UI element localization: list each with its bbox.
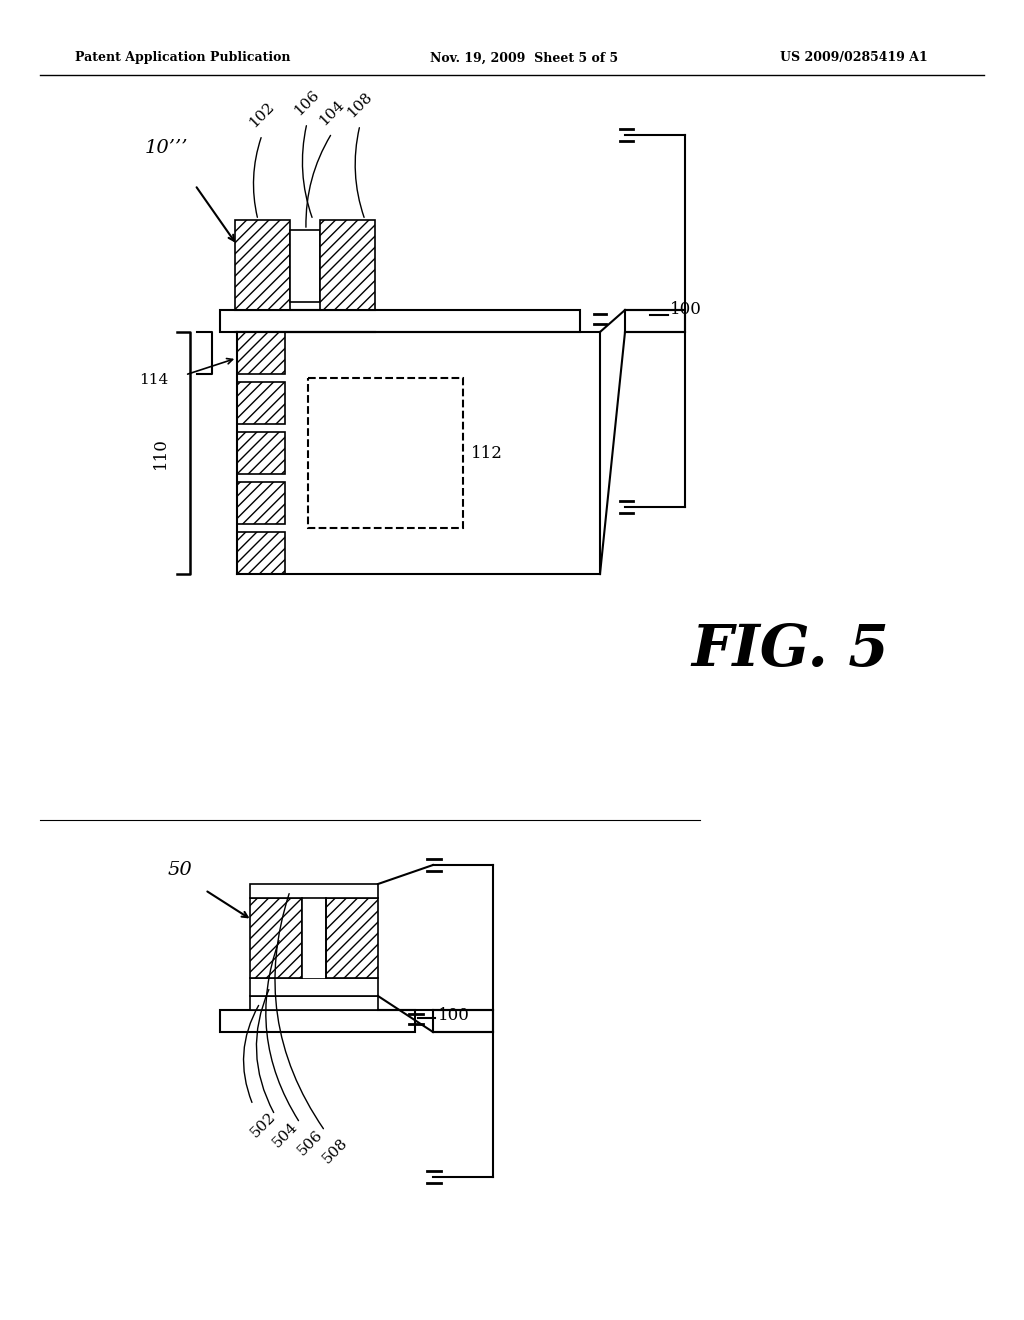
Bar (237, 432, 285, 474)
Bar (290, 230, 319, 302)
Bar (310, 482, 358, 524)
Text: 114: 114 (138, 374, 168, 387)
Text: FIG. 5: FIG. 5 (691, 622, 889, 678)
Bar (234, 220, 290, 310)
Text: 508: 508 (319, 1137, 350, 1167)
Text: US 2009/0285419 A1: US 2009/0285419 A1 (780, 51, 928, 65)
Bar (237, 381, 285, 424)
Text: 100: 100 (438, 1006, 470, 1023)
Text: 502: 502 (248, 1110, 279, 1140)
Text: 104: 104 (316, 98, 347, 128)
Text: 106: 106 (292, 87, 323, 117)
Bar (308, 378, 463, 528)
Text: 110: 110 (152, 437, 169, 469)
Bar (250, 997, 378, 1010)
Bar (250, 898, 302, 978)
Bar (625, 310, 685, 333)
Bar (310, 381, 358, 424)
Text: 112: 112 (471, 445, 503, 462)
Bar (250, 978, 378, 997)
Text: 504: 504 (270, 1119, 300, 1151)
Text: 108: 108 (345, 90, 375, 120)
Bar (220, 1010, 415, 1032)
Bar (220, 310, 580, 333)
Bar (326, 898, 378, 978)
Bar (237, 482, 285, 524)
Text: 10’’’: 10’’’ (145, 139, 188, 157)
Text: 50: 50 (168, 861, 193, 879)
Bar (302, 898, 326, 978)
Text: 506: 506 (295, 1129, 326, 1159)
Text: Nov. 19, 2009  Sheet 5 of 5: Nov. 19, 2009 Sheet 5 of 5 (430, 51, 618, 65)
Bar (237, 333, 285, 374)
Bar (433, 1010, 493, 1032)
Bar (310, 432, 358, 474)
Bar (319, 220, 375, 310)
Text: 102: 102 (247, 99, 278, 129)
Bar (237, 532, 285, 574)
Bar (250, 884, 378, 898)
Text: 100: 100 (670, 301, 701, 318)
Text: Patent Application Publication: Patent Application Publication (75, 51, 291, 65)
